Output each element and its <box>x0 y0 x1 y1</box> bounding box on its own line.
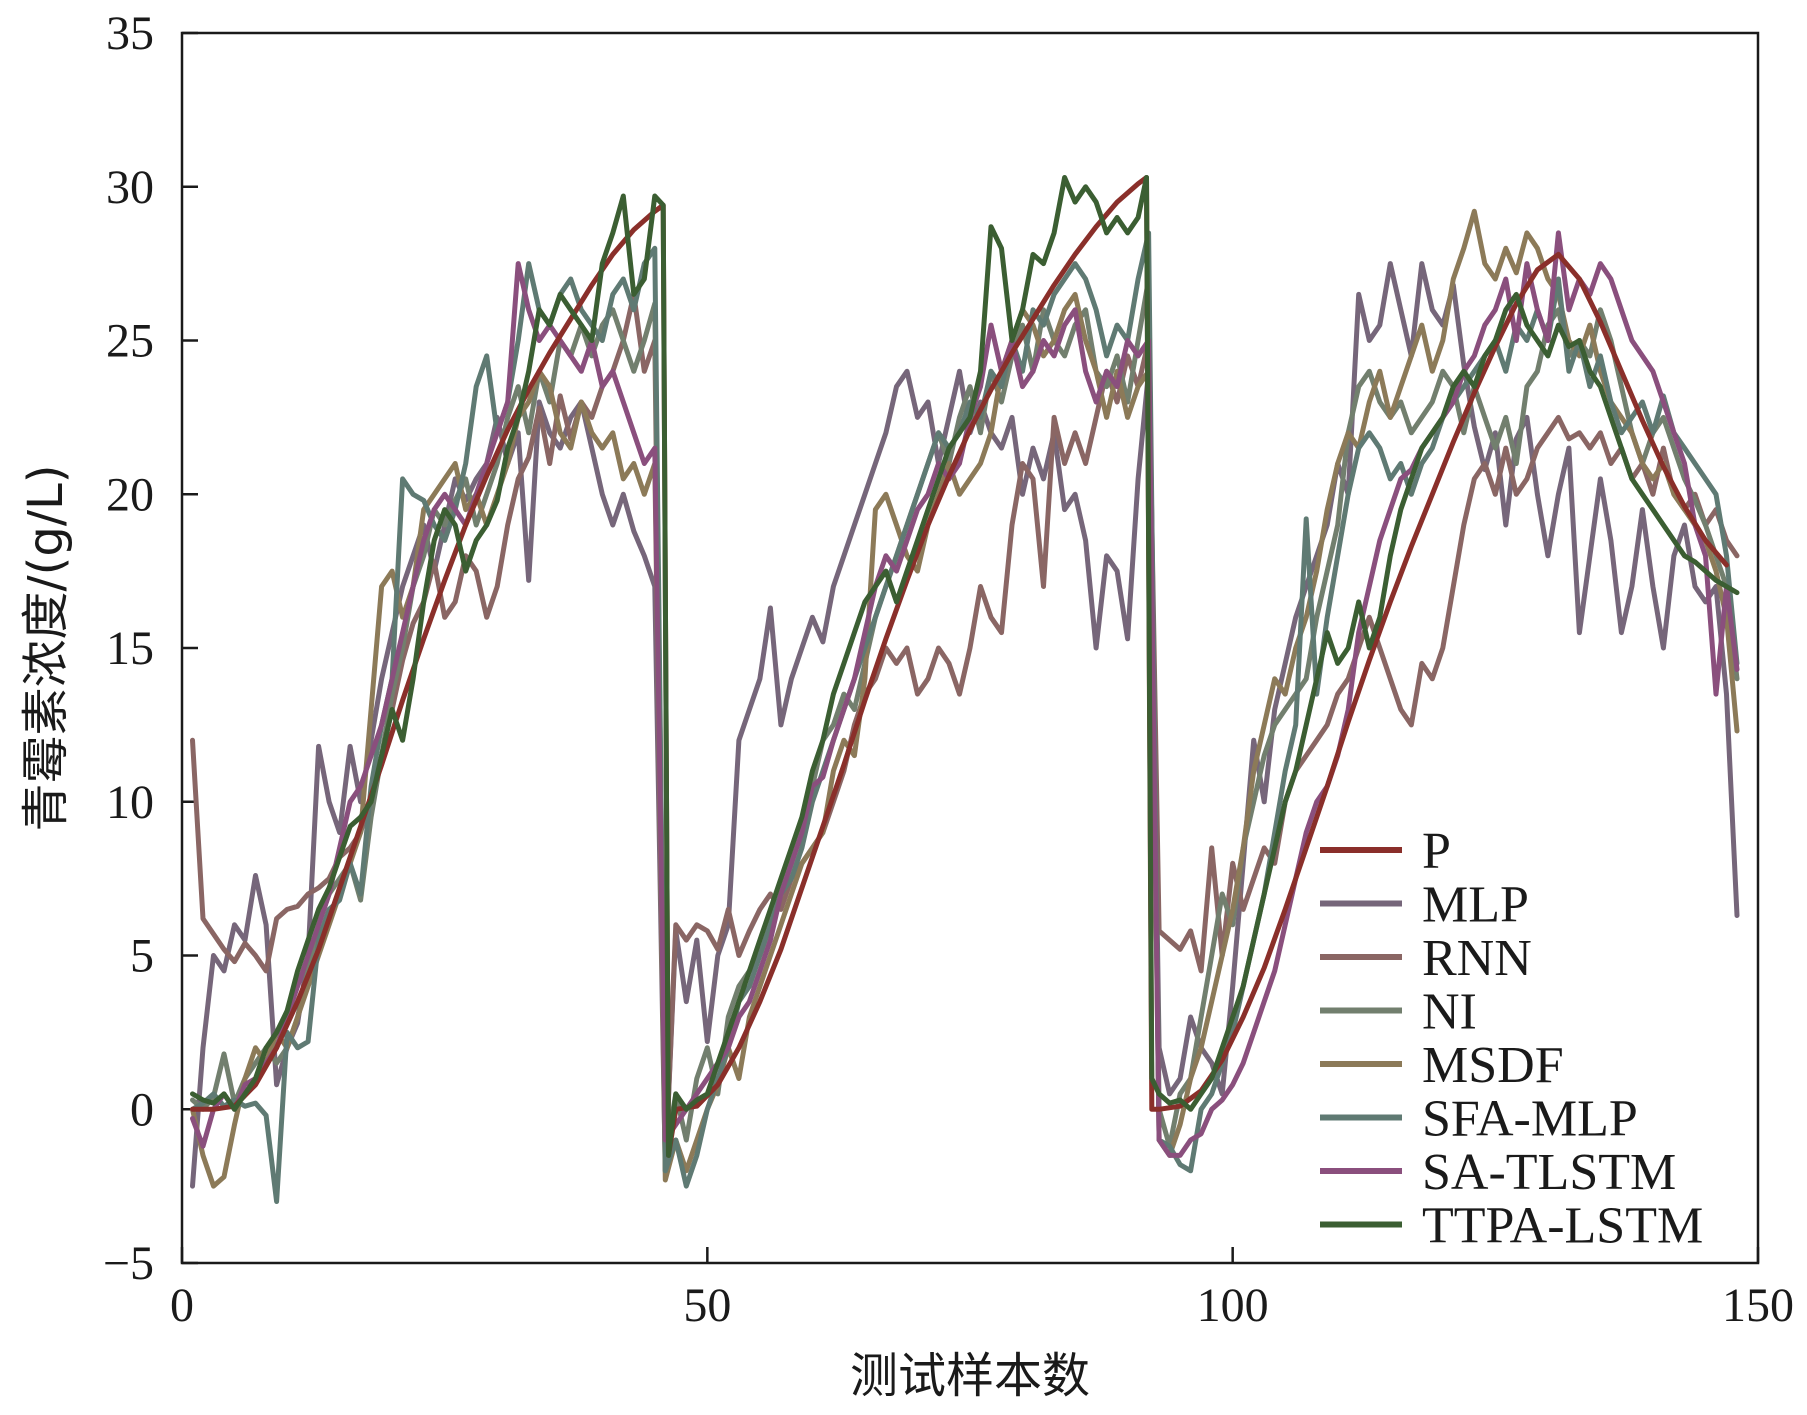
y-tick-label: −5 <box>103 1237 154 1290</box>
legend-item-ni: NI <box>1320 984 1477 1041</box>
legend-label: TTPA-LSTM <box>1422 1198 1703 1255</box>
y-tick-label: 25 <box>106 315 154 368</box>
y-tick-label: 20 <box>106 468 154 521</box>
x-axis: 0 50 100 150 <box>170 1247 1794 1332</box>
y-tick-label: 0 <box>130 1083 154 1136</box>
x-tick-label: 150 <box>1722 1279 1794 1332</box>
legend-label: MSDF <box>1422 1037 1564 1094</box>
legend-item-sa-tlstm: SA-TLSTM <box>1320 1144 1676 1201</box>
legend-item-sfa-mlp: SFA-MLP <box>1320 1091 1638 1148</box>
legend-item-mlp: MLP <box>1320 877 1529 934</box>
y-tick-label: 30 <box>106 161 154 214</box>
legend-label: MLP <box>1422 877 1529 934</box>
y-axis: −5 0 5 10 15 20 25 30 35 <box>103 7 198 1290</box>
legend-label: SFA-MLP <box>1422 1091 1638 1148</box>
y-tick-label: 35 <box>106 7 154 60</box>
y-axis-title: 青霉素浓度/(g/L) <box>18 464 74 831</box>
legend-item-p: P <box>1320 823 1451 880</box>
y-tick-label: 10 <box>106 776 154 829</box>
series-line-ttpa-lstm <box>190 175 1740 1158</box>
legend-label: RNN <box>1422 930 1532 987</box>
series-line-p <box>190 175 1729 1158</box>
legend-item-msdf: MSDF <box>1320 1037 1564 1094</box>
x-axis-title: 测试样本数 <box>850 1348 1090 1404</box>
y-tick-label: 15 <box>106 622 154 675</box>
series-line-rnn <box>190 291 1740 1174</box>
series-line-msdf <box>190 208 1740 1189</box>
y-tick-label: 5 <box>130 930 154 983</box>
x-tick-label: 100 <box>1197 1279 1269 1332</box>
legend-label: P <box>1422 823 1451 880</box>
x-tick-label: 0 <box>170 1279 194 1332</box>
x-tick-label: 50 <box>683 1279 731 1332</box>
legend-label: NI <box>1422 984 1477 1041</box>
series-line-ni <box>190 276 1740 1158</box>
legend-item-ttpa-lstm: TTPA-LSTM <box>1320 1198 1703 1255</box>
legend-label: SA-TLSTM <box>1422 1144 1676 1201</box>
legend-item-rnn: RNN <box>1320 930 1532 987</box>
series-layer <box>190 175 1740 1204</box>
